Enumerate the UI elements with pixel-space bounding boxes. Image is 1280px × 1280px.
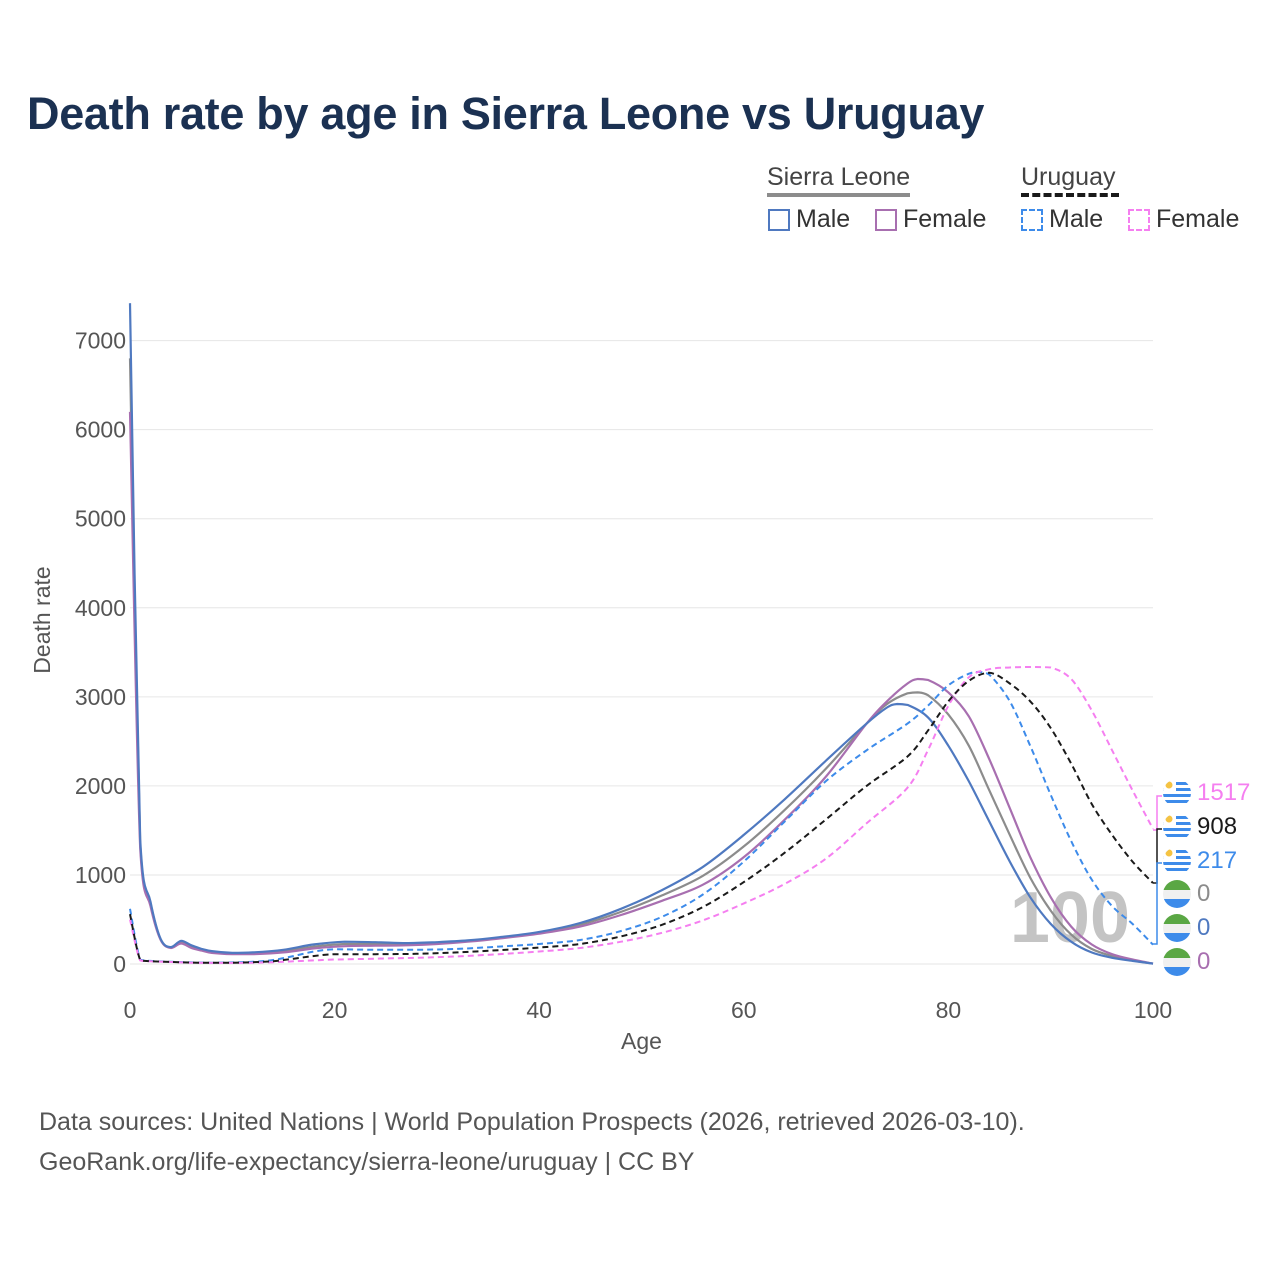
grid: [130, 340, 1153, 965]
series-line-uruguay-male: [129, 670, 1154, 964]
legend-swatch-sierra-leone-male: [768, 208, 790, 231]
legend-group-sierra-leone[interactable]: Sierra Leone: [767, 163, 911, 191]
legend-label: Male: [796, 205, 851, 233]
end-label-sierra-leone-total: 0: [1197, 880, 1210, 907]
legend-group-uruguay[interactable]: Uruguay: [1021, 163, 1116, 191]
uruguay-flag-icon: [1163, 779, 1191, 807]
chart-title: Death rate by age in Sierra Leone vs Uru…: [27, 88, 985, 139]
x-tick-label: 100: [1134, 997, 1172, 1023]
x-tick-label: 20: [322, 997, 348, 1023]
legend-label: Female: [903, 205, 987, 233]
uruguay-flag-icon: [1163, 813, 1191, 841]
end-label-uruguay-female: 1517: [1197, 779, 1250, 806]
y-tick-label: 0: [113, 951, 126, 977]
sierra-leone-flag-icon: [1163, 948, 1191, 976]
y-tick-label: 6000: [75, 417, 126, 443]
uruguay-flag-icon: [1163, 847, 1191, 875]
legend-item-sierra-leone-male[interactable]: Male: [768, 205, 850, 234]
x-tick-label: 80: [936, 997, 962, 1023]
series-line-sierra-leone-female: [128, 411, 1154, 965]
y-tick-label: 5000: [75, 506, 126, 532]
y-tick-label: 2000: [75, 773, 126, 799]
series-line-uruguay-female: [129, 666, 1154, 964]
series: [128, 303, 1154, 965]
y-tick-label: 7000: [75, 328, 126, 354]
series-line-sierra-leone-total: [128, 358, 1154, 965]
x-tick-label: 40: [526, 997, 552, 1023]
y-tick-label: 4000: [75, 595, 126, 621]
y-tick-label: 3000: [75, 684, 126, 710]
axes: 0 1000 2000 3000 4000 5000 6000 7000 0 20 40 60 80 10…: [29, 328, 1172, 1054]
source-line: Data sources: United Nations | World Pop…: [39, 1108, 1025, 1136]
legend-label: Female: [1156, 205, 1240, 233]
series-line-uruguay-total: [129, 671, 1154, 964]
x-tick-label: 60: [731, 997, 757, 1023]
x-axis-label: Age: [621, 1028, 662, 1054]
sierra-leone-flag-icon: [1163, 880, 1191, 908]
legend-item-sierra-leone-female[interactable]: Female: [875, 205, 986, 234]
sierra-leone-flag-icon: [1163, 914, 1191, 942]
legend-swatch-uruguay-male: [1021, 208, 1043, 231]
end-label-uruguay-total: 908: [1197, 813, 1237, 840]
legend-swatch-sierra-leone-female: [875, 208, 897, 231]
x-tick-label: 0: [124, 997, 137, 1023]
source-link[interactable]: GeoRank.org/life-expectancy/sierra-leone…: [39, 1148, 695, 1176]
legend-underline-sierra-leone: [767, 193, 910, 197]
legend-swatch-uruguay-female: [1128, 208, 1150, 231]
series-line-sierra-leone-male: [128, 303, 1154, 965]
legend-item-uruguay-female[interactable]: Female: [1128, 205, 1239, 234]
current-age-watermark: 100: [1010, 878, 1130, 958]
end-label-sierra-leone-female: 0: [1197, 948, 1210, 975]
legend-underline-uruguay: [1021, 193, 1119, 197]
end-label-uruguay-male: 217: [1197, 847, 1237, 874]
end-label-sierra-leone-male: 0: [1197, 914, 1210, 941]
end-label-connectors: [1153, 795, 1162, 945]
end-labels: 1517 908 217 0 0 0: [1197, 779, 1250, 975]
legend-label: Male: [1049, 205, 1104, 233]
legend-item-uruguay-male[interactable]: Male: [1021, 205, 1103, 234]
y-axis-label: Death rate: [29, 566, 55, 673]
y-tick-label: 1000: [75, 862, 126, 888]
